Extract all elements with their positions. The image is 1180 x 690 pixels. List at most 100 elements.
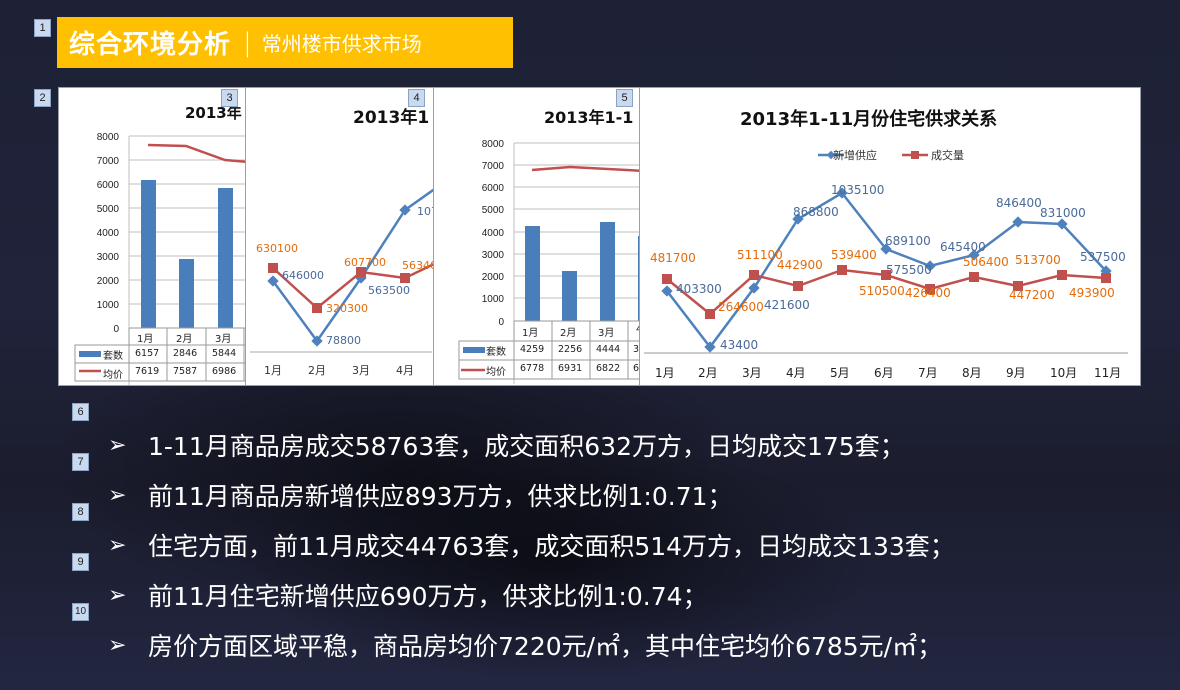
deal-data-label: 426400 [905,286,951,300]
row-label-price: 均价 [103,370,123,381]
data-label: 630100 [256,242,298,255]
supply-data-label: 421600 [764,298,810,312]
deal-data-label: 506400 [963,255,1009,269]
month-label: 1月 [522,328,539,339]
month-label: 1月 [655,366,675,380]
slide-tag-7: 7 [72,453,89,471]
supply-data-label: 645400 [940,240,986,254]
arrow-bullet-icon: ➢ [108,532,127,558]
table-cell: 6822 [596,363,621,374]
month-label: 4月 [396,364,414,377]
month-label: 2月 [176,334,193,345]
slide-tag-1: 1 [34,19,51,37]
month-label: 3月 [215,334,232,345]
svg-text:8000: 8000 [97,132,120,143]
data-label: 320300 [326,302,368,315]
chart-title: 2013年1-11月份住宅供求关系 [740,109,998,130]
chart-panel-commercial-supply: 2013年1 630100 646000 320300 78800 607700… [245,87,435,386]
data-label: 78800 [326,334,361,347]
slide-tag-4: 4 [408,89,425,107]
table-cell: 4259 [520,344,545,355]
svg-text:7000: 7000 [482,161,505,172]
deal-data-label: 510500 [859,284,905,298]
supply-data-label: 1035100 [831,183,885,197]
deal-data-label: 447200 [1009,288,1055,302]
svg-text:7000: 7000 [97,156,120,167]
bar-line-chart: 8000 7000 6000 5000 4000 3000 2000 1000 0 [458,139,642,384]
chart-title: 2013年1 [353,108,430,128]
month-label: 3月 [742,366,762,380]
slide-tag-9: 9 [72,553,89,571]
svg-text:0: 0 [498,317,504,328]
month-label: 2月 [308,364,326,377]
svg-text:6000: 6000 [482,183,505,194]
data-label: 563500 [368,284,410,297]
supply-demand-line-chart [250,187,434,353]
table-cell: 7619 [135,366,160,377]
svg-text:2000: 2000 [97,276,120,287]
deal-data-label: 264600 [718,300,764,314]
month-label: 10月 [1050,366,1078,380]
supply-data-label: 43400 [720,338,759,352]
arrow-bullet-icon: ➢ [108,432,127,458]
svg-text:5000: 5000 [482,205,505,216]
table-cell: 6157 [135,348,160,359]
bullet-item: ➢ 前11月住宅新增供应690万方，供求比例1:0.74； [108,570,955,620]
bullet-text: 前11月商品房新增供应893万方，供求比例1:0.71； [148,482,733,511]
supply-data-label: 575500 [886,263,932,277]
bullet-text: 前11月住宅新增供应690万方，供求比例1:0.74； [148,582,708,611]
title-separator: | [243,27,252,58]
month-label: 7月 [918,366,938,380]
supply-data-label: 831000 [1040,206,1086,220]
month-label: 2月 [560,328,577,339]
arrow-bullet-icon: ➢ [108,482,127,508]
bullet-item: ➢ 1-11月商品房成交58763套，成交面积632万方，日均成交175套； [108,420,955,470]
summary-bullets: ➢ 1-11月商品房成交58763套，成交面积632万方，日均成交175套； ➢ 前… [108,420,955,670]
deal-data-label: 481700 [650,251,696,265]
chart-title: 2013年1-1 [544,108,634,127]
data-label: 56340 [402,259,435,272]
slide-tag-2: 2 [34,89,51,107]
deal-data-label: 513700 [1015,253,1061,267]
svg-text:5000: 5000 [97,204,120,215]
row-label-units: 套数 [103,351,123,362]
row-label-price: 均价 [486,367,506,378]
month-label: 6月 [874,366,894,380]
supply-data-label: 846400 [996,196,1042,210]
bullet-text: 房价方面区域平稳，商品房均价7220元/㎡，其中住宅均价6785元/㎡； [148,632,943,661]
bullet-text: 1-11月商品房成交58763套，成交面积632万方，日均成交175套； [148,432,905,461]
slide-tag-10: 10 [72,603,89,621]
table-cell: 6931 [558,363,583,374]
svg-text:4000: 4000 [97,228,120,239]
bullet-text: 住宅方面，前11月成交44763套，成交面积514万方，日均成交133套； [148,532,955,561]
supply-data-label: 403300 [676,282,722,296]
month-label: 8月 [962,366,982,380]
supply-data-label: 868800 [793,205,839,219]
arrow-bullet-icon: ➢ [108,632,127,658]
bullet-item: ➢ 住宅方面，前11月成交44763套，成交面积514万方，日均成交133套； [108,520,955,570]
month-label: 3月 [598,328,615,339]
month-label: 1月 [264,364,282,377]
row-label-units: 套数 [486,347,506,358]
chart-panel-commercial-units: 2013年 8000 7000 6000 5000 4000 3000 2000 1000… [58,87,248,386]
svg-text:3000: 3000 [482,250,505,261]
table-cell: 2846 [173,348,198,359]
supply-data-label: 689100 [885,234,931,248]
deal-data-label: 442900 [777,258,823,272]
legend-supply: 新增供应 [833,149,877,162]
chart-title: 2013年 [185,104,242,122]
month-label: 5月 [830,366,850,380]
svg-text:1000: 1000 [97,300,120,311]
chart-panel-residential-supply-demand: 2013年1-11月份住宅供求关系 [639,87,1141,386]
legend-deals: 成交量 [931,149,964,162]
slide-tag-6: 6 [72,403,89,421]
month-label: 9月 [1006,366,1026,380]
table-cell: 6778 [520,363,545,374]
slide-tag-8: 8 [72,503,89,521]
svg-text:3000: 3000 [97,252,120,263]
bar-line-chart: 8000 7000 6000 5000 4000 3000 2000 1000 0 [74,132,247,385]
chart-panel-residential-units: 2013年1-1 8000 7000 6000 5000 4000 3000 2000 1… [433,87,643,386]
month-label: 1月 [137,334,154,345]
svg-text:4000: 4000 [482,228,505,239]
table-cell: 2256 [558,344,583,355]
